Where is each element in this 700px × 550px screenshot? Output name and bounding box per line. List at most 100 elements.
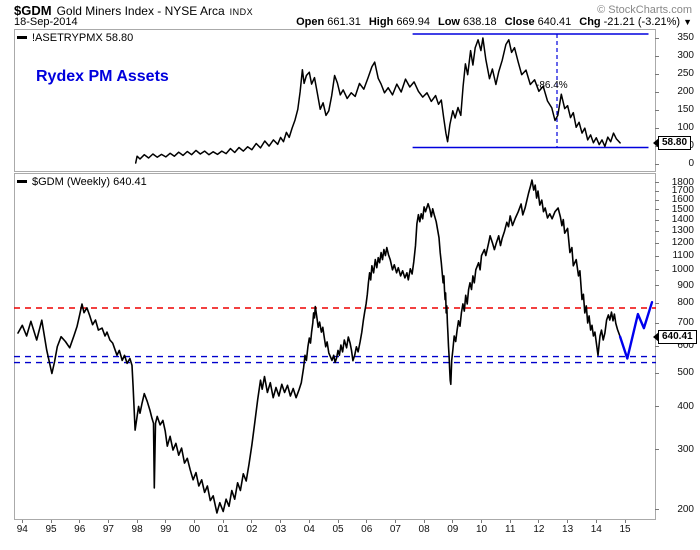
x-axis-tick [509,520,511,523]
low-value: 638.18 [462,16,497,28]
x-axis-label: 15 [619,524,631,535]
x-axis-label: 94 [16,524,28,535]
low-label: Low [437,16,460,28]
gdm-panel-plot [14,173,656,520]
x-axis-tick [366,520,368,523]
y-axis-tick [655,242,659,244]
x-axis-label: 14 [590,524,602,535]
x-axis-label: 00 [188,524,201,535]
x-axis-label: 01 [217,524,229,535]
x-axis-tick [107,520,109,523]
y-axis-label: 1500 [671,203,694,215]
x-axis-label: 09 [447,524,459,535]
chg-value: -21.21 (-3.21%) [603,16,681,28]
x-axis-tick [251,520,253,523]
legend-dash-icon [17,36,27,39]
y-axis-label: 700 [677,317,694,329]
x-axis-label: 03 [275,524,287,535]
y-axis-tick [655,219,659,221]
x-axis-tick [567,520,569,523]
chg-label: Chg [579,16,601,28]
y-axis-tick [655,109,659,111]
down-arrow-icon: ▼ [683,17,692,27]
x-axis-label: 06 [361,524,373,535]
y-axis-label: 0 [688,158,694,170]
y-axis-tick [655,269,659,271]
x-axis-tick [50,520,52,523]
symbol: $GDM [14,3,52,18]
y-axis-label: 1800 [671,176,694,188]
x-axis-tick [222,520,224,523]
rydex-legend-label: !ASETRYPMX 58.80 [32,32,134,44]
y-axis-tick [655,255,659,257]
y-axis-label: 1000 [671,264,694,276]
x-axis-tick [481,520,482,523]
x-axis-tick [337,520,339,523]
y-axis-label: 500 [677,367,694,379]
y-axis-label: 150 [677,104,694,116]
legend-dash-icon [17,180,27,183]
y-axis-tick [655,199,659,201]
x-axis-tick [624,520,626,523]
panel-border [14,173,656,520]
y-axis-tick [655,372,659,374]
x-axis-tick [280,520,282,523]
x-axis-label: 11 [505,524,516,535]
x-axis-label: 10 [475,524,488,535]
y-axis-tick [655,91,659,93]
y-axis-tick [655,73,659,75]
y-axis-label: 1300 [671,225,694,237]
chart-title: Gold Miners Index - NYSE Arca [56,4,225,18]
y-axis-label: 350 [677,32,694,43]
y-axis-tick [655,127,659,129]
close-value: 640.41 [537,16,572,28]
x-axis-tick [308,520,310,523]
x-axis-label: 99 [160,524,172,535]
high-label: High [368,16,394,28]
y-axis-tick [655,209,659,211]
y-axis-tick [655,345,659,347]
x-axis-label: 02 [246,524,258,535]
y-axis-label: 200 [677,86,694,98]
chart-date: 18-Sep-2014 [14,16,78,28]
rydex-panel-plot [14,29,656,172]
rydex-legend: !ASETRYPMX 58.80 [17,32,133,44]
rydex-callout: Rydex PM Assets [36,68,169,85]
y-axis-tick [655,285,659,287]
gdm-legend: $GDM (Weekly) 640.41 [17,176,147,188]
x-axis-label: 95 [45,524,57,535]
x-axis-tick [423,520,425,523]
projected-path-line [618,300,654,360]
x-axis-label: 12 [533,524,545,535]
rydex-pm-assets-line [134,37,621,164]
y-axis-label: 250 [677,68,694,80]
y-axis-tick [655,406,659,408]
open-label: Open [296,16,325,28]
x-axis-label: 04 [303,524,315,535]
y-axis-label: 1600 [671,194,694,206]
y-axis-label: 600 [677,340,694,352]
x-axis-label: 08 [418,524,430,535]
ohlc-quote: Open 661.31 High 669.94 Low 638.18 Close 640.41… [288,16,692,28]
chart-header: $GDM Gold Miners Index - NYSE Arca INDX [14,2,253,20]
y-axis-tick [655,190,659,192]
y-axis-label: 1100 [672,250,694,262]
y-axis-label: 400 [677,400,694,412]
x-axis-tick [21,520,23,523]
y-axis-label: 900 [677,279,694,291]
x-axis-tick [194,520,196,523]
x-axis-tick [165,520,167,523]
x-axis-tick [452,520,454,523]
x-axis-tick [79,520,81,523]
x-axis-label: 96 [74,524,86,535]
y-axis-tick [655,182,659,184]
stockcharts-credit: © StockCharts.com [597,4,692,16]
y-axis-label: 1400 [671,214,694,226]
y-axis-tick [655,449,659,451]
y-axis-label: 300 [677,50,694,61]
high-value: 669.94 [396,16,430,28]
y-axis-label: 800 [677,297,694,309]
y-axis-tick [655,37,659,39]
y-axis-label: 1200 [671,237,694,249]
